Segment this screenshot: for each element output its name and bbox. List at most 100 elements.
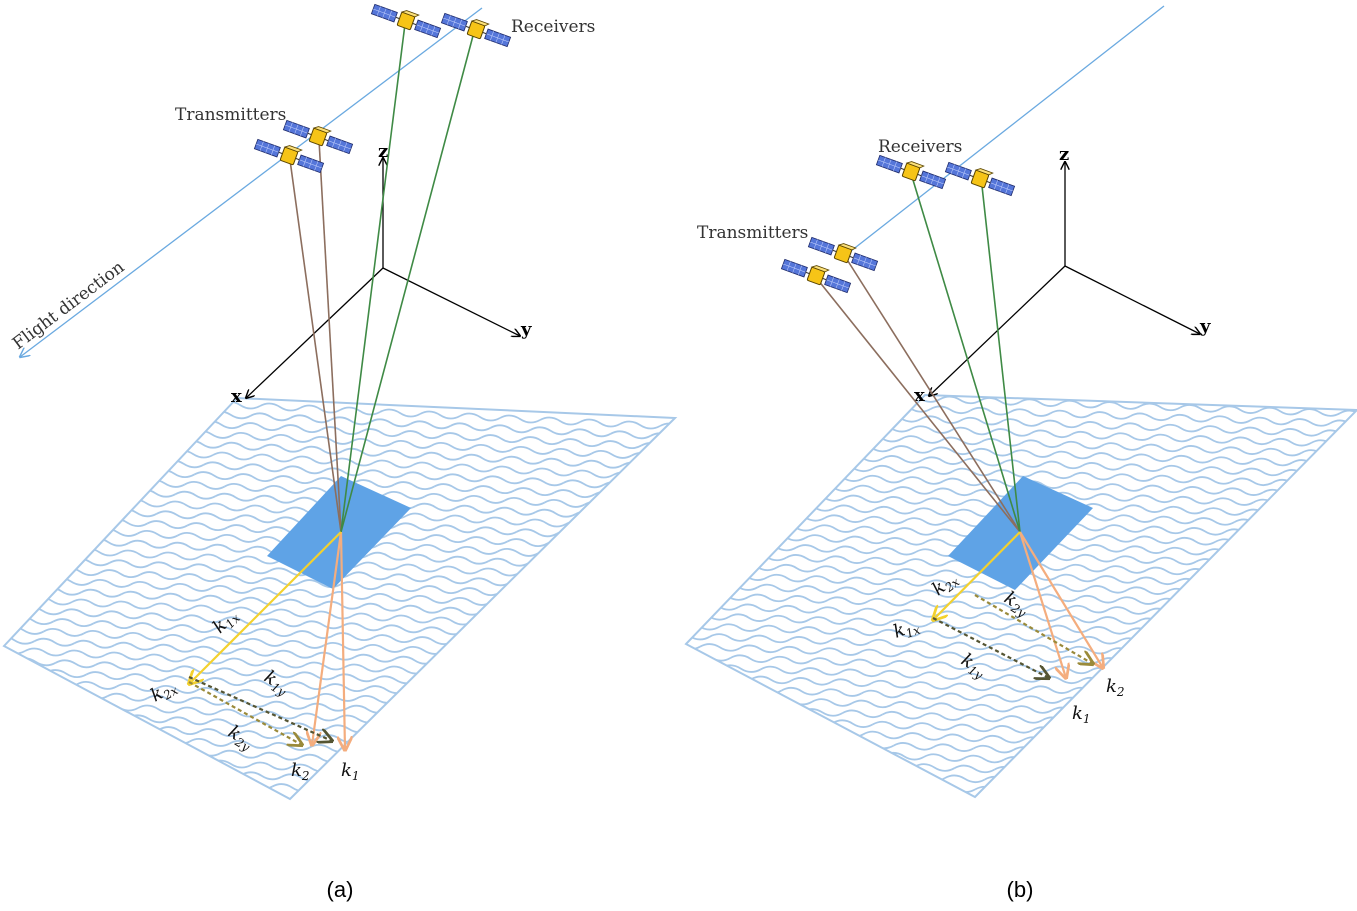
wave-line (179, 398, 221, 408)
wave-line (115, 817, 155, 824)
wave-line (1057, 831, 1097, 838)
k2y-arrow-a (188, 681, 302, 745)
wave-line (532, 689, 572, 696)
wave-line (422, 675, 462, 682)
wave-line (1139, 658, 1181, 668)
wave-line (686, 395, 691, 405)
wave-line (514, 750, 554, 757)
wave-line (389, 573, 431, 583)
wave-line (519, 617, 559, 624)
wave-line (94, 486, 136, 496)
wave-line (31, 596, 73, 606)
wave-line (1141, 699, 1183, 709)
wave-line (1037, 593, 1079, 603)
wave-line (1062, 481, 1104, 491)
wave-line (1219, 661, 1261, 670)
wave-line (21, 431, 63, 441)
wave-line (4, 604, 24, 614)
wave-line (52, 792, 94, 799)
wave-line (725, 531, 767, 540)
wave-line (374, 725, 414, 732)
wave-line (570, 428, 612, 438)
k1x-label-b: k1x (891, 614, 923, 644)
wave-line (443, 648, 485, 657)
wave-line (59, 567, 101, 576)
wave-line (693, 735, 735, 744)
wave-line (476, 701, 518, 710)
wave-line (38, 720, 80, 729)
wave-line (714, 498, 754, 505)
wave-line (1030, 685, 1072, 694)
wave-line (400, 430, 442, 439)
wave-line (398, 828, 438, 835)
wave-line (814, 524, 856, 533)
wave-line (563, 654, 605, 663)
wave-line (231, 606, 273, 616)
wave-line (26, 688, 68, 698)
wave-line (502, 630, 544, 640)
wave-line (988, 859, 1028, 866)
wave-line (302, 795, 344, 799)
wave-line (686, 527, 726, 534)
wave-line (609, 610, 649, 617)
wave-line (244, 813, 284, 820)
wave-line (610, 430, 652, 440)
wave-line (156, 510, 198, 520)
wave-line (807, 832, 847, 839)
wave-line (561, 660, 601, 667)
wave-line (1214, 538, 1256, 547)
wave-line (1203, 507, 1245, 516)
wave-line (438, 565, 480, 575)
wave-line (1144, 525, 1186, 535)
wave-line (104, 477, 146, 486)
wave-line (4, 718, 40, 727)
wave-line (901, 691, 943, 700)
wave-line (4, 624, 5, 633)
wave-line (1107, 606, 1149, 615)
wave-line (419, 410, 461, 420)
wave-line (527, 822, 567, 829)
wave-line (926, 579, 968, 588)
wave-line (506, 712, 548, 722)
wave-line (869, 638, 911, 648)
wave-line (885, 792, 927, 797)
wave-line (979, 397, 1021, 406)
wave-line (958, 848, 998, 855)
wave-line (542, 679, 582, 686)
wave-line (750, 419, 792, 429)
wave-line (729, 398, 771, 408)
wave-line (10, 400, 52, 410)
wave-line (503, 719, 543, 726)
wave-line (1222, 487, 1264, 496)
wave-line (544, 499, 586, 508)
wave-line (878, 845, 918, 852)
wave-line (1245, 549, 1287, 559)
wave-line (253, 804, 293, 811)
wave-line (78, 547, 120, 557)
wave-line (604, 743, 644, 750)
wave-line (1291, 459, 1333, 468)
wave-line (977, 828, 1017, 835)
wave-line (686, 436, 693, 446)
wave-line (845, 791, 887, 797)
wave-line (965, 795, 1007, 797)
wave-line (577, 814, 617, 821)
wave-line (1102, 483, 1144, 492)
wave-line (363, 644, 405, 653)
wave-line (705, 551, 747, 560)
wave-line (525, 518, 567, 528)
wave-line (443, 473, 485, 483)
wave-line (838, 843, 878, 850)
wave-line (793, 759, 835, 768)
wave-line (1134, 535, 1176, 545)
wave-line (1104, 780, 1146, 789)
wave-line (918, 846, 958, 853)
x-axis-label-b: x (914, 385, 925, 406)
wave-line (885, 537, 927, 546)
wave-line (213, 802, 253, 809)
wave-line (488, 732, 530, 742)
wave-line (684, 486, 724, 493)
wave-line (1249, 416, 1291, 426)
wave-line (86, 847, 126, 854)
wave-line (440, 432, 482, 441)
